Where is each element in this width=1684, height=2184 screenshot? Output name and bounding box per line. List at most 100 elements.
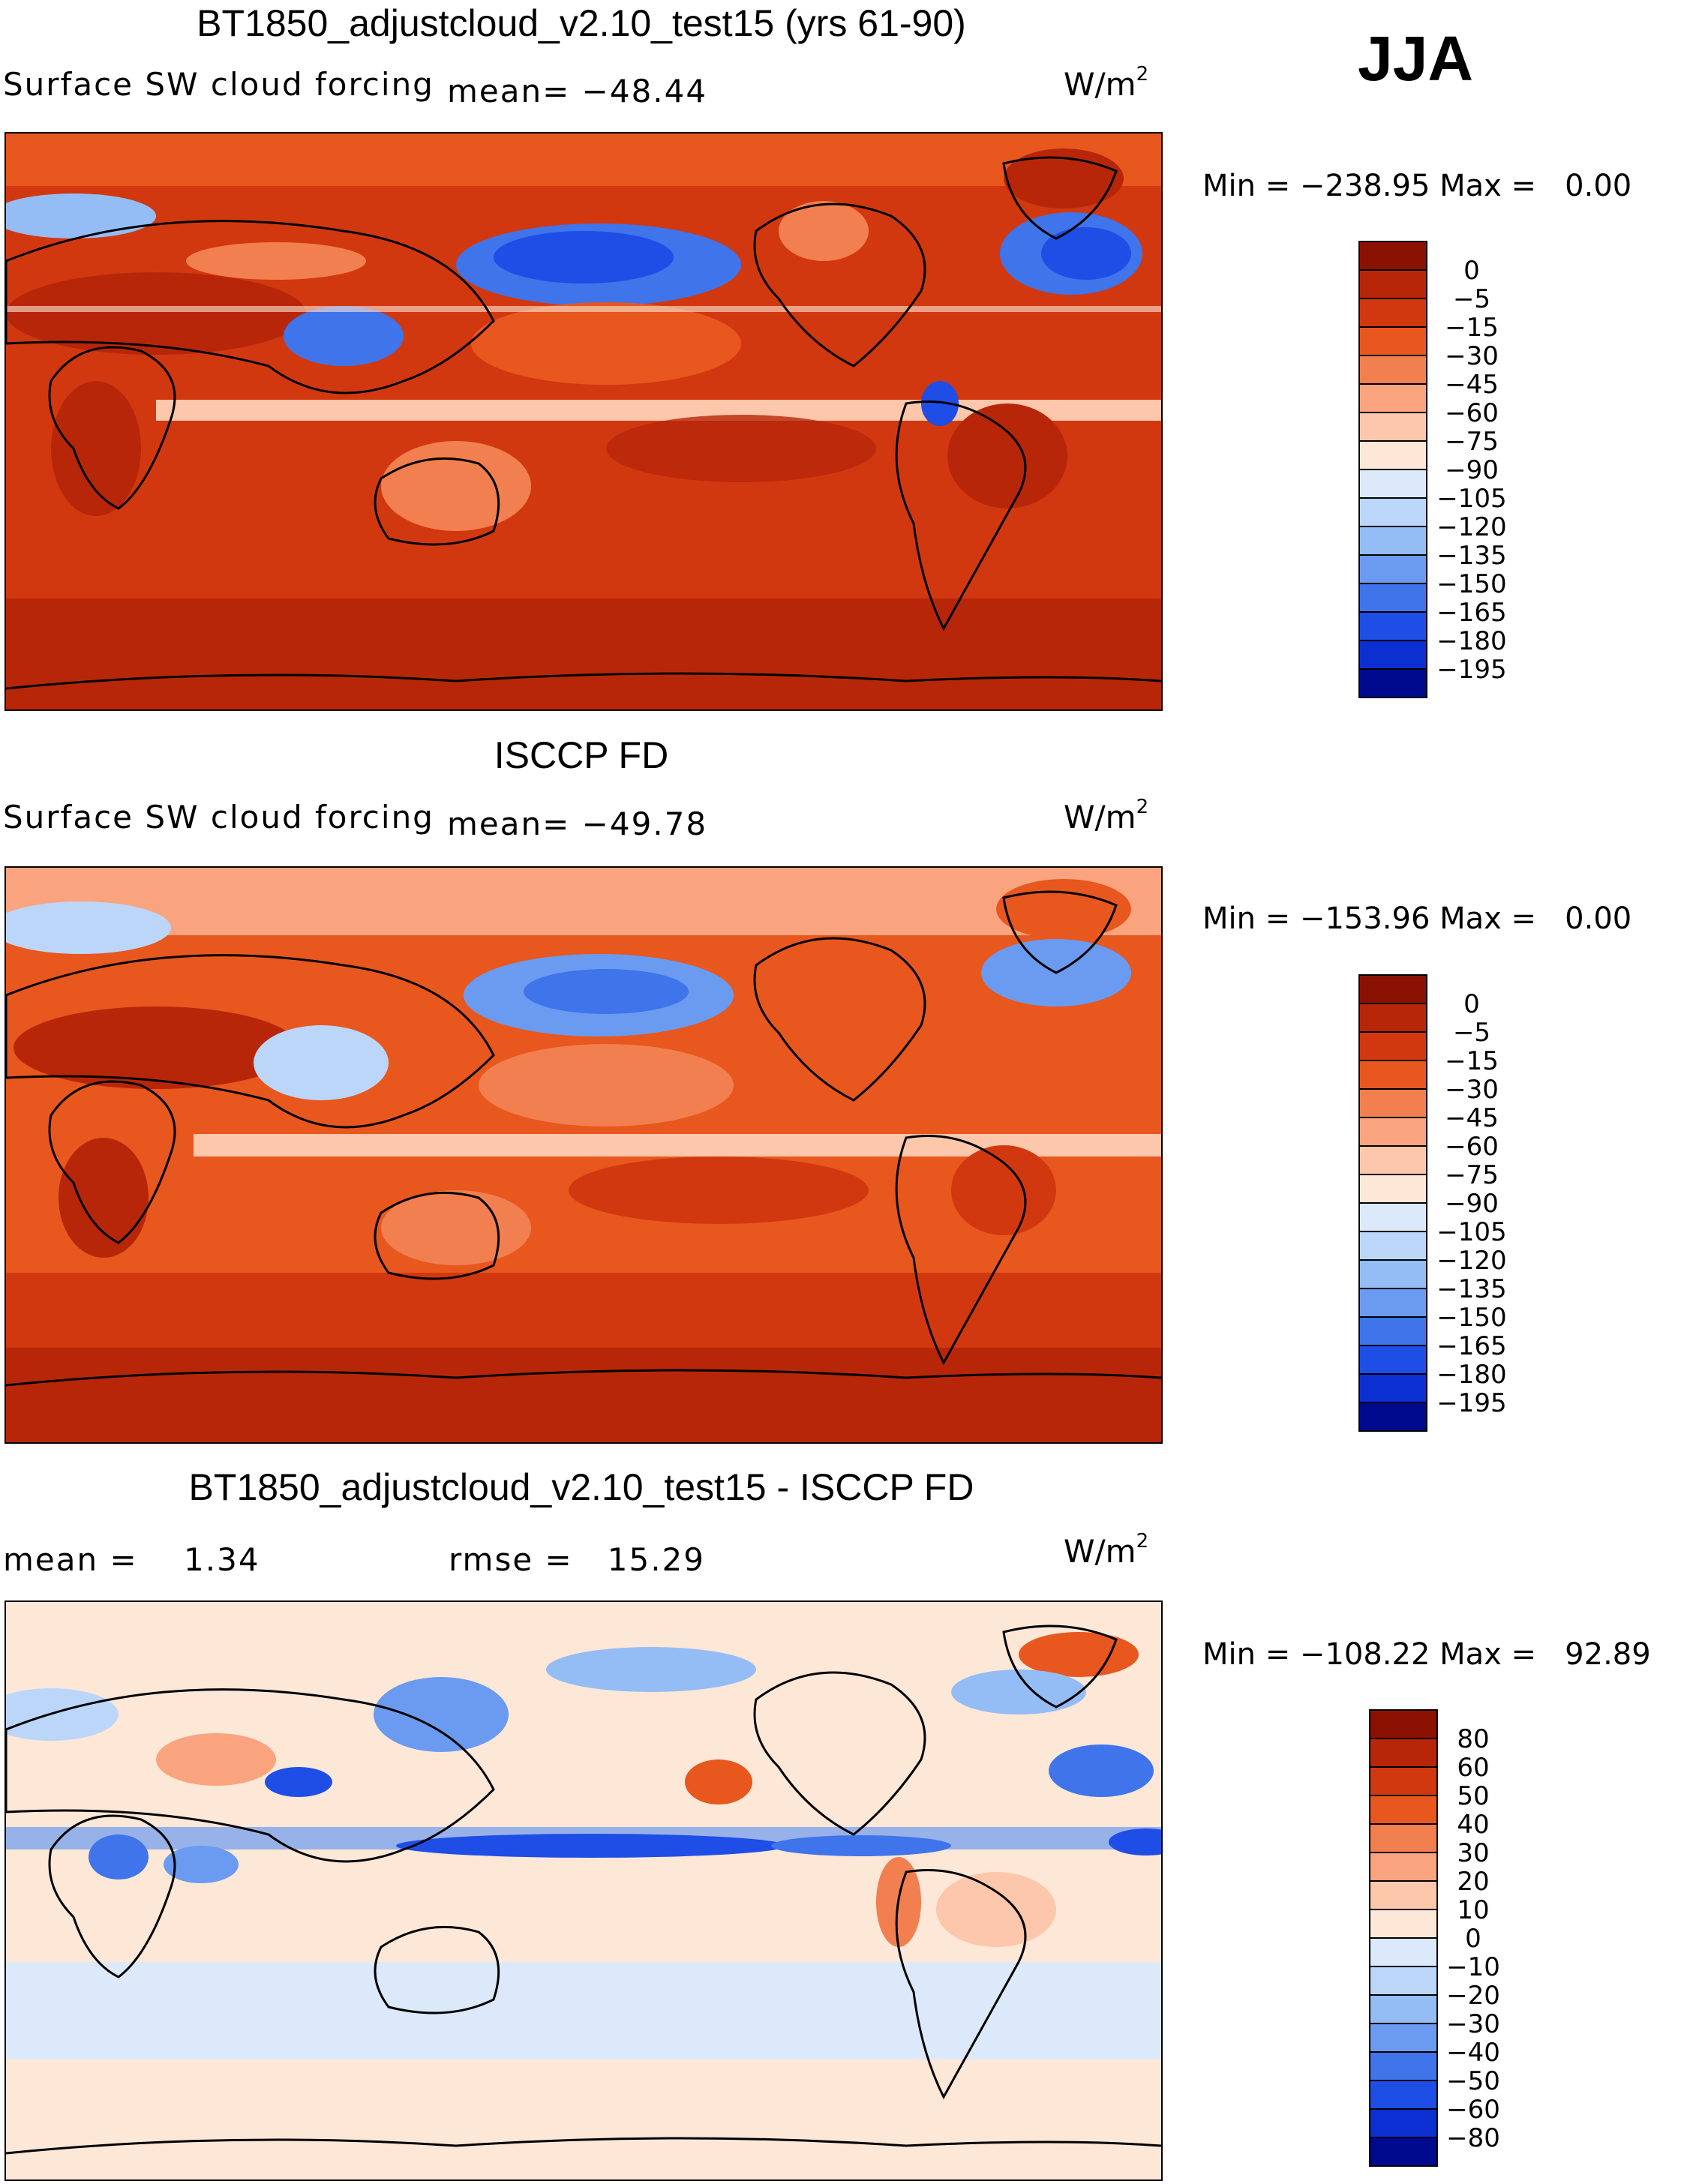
colorbar-tick-label: 40: [1457, 1810, 1489, 1840]
colorbar-tick-label: 10: [1457, 1895, 1489, 1925]
colorbar-tick-label: −150: [1436, 1303, 1506, 1333]
mean-label-obs: mean= −49.78: [447, 806, 708, 842]
colorbar-box: [1358, 1316, 1427, 1346]
panel-title-model: BT1850_adjustcloud_v2.10_test15 (yrs 61-…: [197, 2, 966, 44]
colorbar-box: [1369, 1880, 1438, 1910]
min-max-model: Min = −238.95 Max = 0.00: [1202, 169, 1632, 203]
colorbar-tick-label: −10: [1446, 1952, 1500, 1982]
min-max-diff: Min = −108.22 Max = 92.89: [1202, 1637, 1651, 1672]
colorbar-tick-label: −5: [1453, 284, 1490, 314]
colorbar-model: 0 −5 −15 −30 −45 −60 −75 −90 −105 −120 −135 −150 −16…: [1358, 241, 1554, 699]
colorbar-box: [1358, 1231, 1427, 1261]
colorbar-tick-label: −45: [1445, 1103, 1499, 1133]
colorbar-box: [1358, 1174, 1427, 1204]
colorbar-box: [1369, 1909, 1438, 1939]
colorbar-box: [1358, 269, 1427, 299]
colorbar-box: [1358, 355, 1427, 385]
colorbar-tick-label: −135: [1436, 1274, 1506, 1304]
colorbar-tick-label: 0: [1463, 256, 1480, 286]
colorbar-tick-label: −135: [1436, 541, 1506, 571]
colorbar-box: [1369, 2023, 1438, 2053]
variable-label-model: Surface SW cloud forcing: [3, 66, 434, 103]
world-map-sw-cloud-forcing-difference: [6, 1602, 1161, 2180]
colorbar-box: [1369, 1966, 1438, 1996]
colorbar-tick-label: −195: [1436, 655, 1506, 685]
colorbar-tick-label: 20: [1457, 1867, 1489, 1897]
colorbar-tick-label: 60: [1457, 1753, 1489, 1783]
colorbar-tick-label: −195: [1436, 1388, 1506, 1418]
rmse-label-diff: rmse = 15.29: [449, 1541, 705, 1578]
colorbar-box: [1369, 1766, 1438, 1796]
colorbar-box: [1358, 298, 1427, 328]
colorbar-box: [1358, 1345, 1427, 1375]
colorbar-tick-label: −60: [1446, 2095, 1500, 2125]
colorbar-box: [1358, 469, 1427, 499]
variable-label-obs: Surface SW cloud forcing: [3, 799, 434, 836]
world-map-sw-cloud-forcing-model: [6, 134, 1161, 710]
colorbar-box: [1358, 1060, 1427, 1090]
colorbar-tick-label: −105: [1436, 1217, 1506, 1247]
colorbar-box: [1358, 1003, 1427, 1033]
colorbar-box: [1358, 412, 1427, 442]
colorbar-tick-label: 30: [1457, 1838, 1489, 1868]
colorbar-tick-label: −60: [1445, 398, 1499, 428]
colorbar-box: [1369, 2080, 1438, 2110]
colorbar-tick-label: −40: [1446, 2038, 1500, 2068]
colorbar-model-svg: 0−5−15−30−45−60−75−90−105−120−135−150−16…: [1358, 241, 1507, 698]
colorbar-tick-label: −165: [1436, 598, 1506, 628]
colorbar-box: [1358, 326, 1427, 356]
colorbar-box: [1358, 668, 1427, 698]
colorbar-box: [1358, 1117, 1427, 1147]
units-label-model: W/m2: [1064, 63, 1149, 103]
map-diff: [5, 1600, 1163, 2181]
colorbar-tick-label: −30: [1446, 2009, 1500, 2039]
colorbar-box: [1358, 497, 1427, 527]
colorbar-box: [1358, 611, 1427, 641]
colorbar-tick-label: −45: [1445, 370, 1499, 400]
colorbar-tick-label: −60: [1445, 1132, 1499, 1162]
colorbar-box: [1369, 1823, 1438, 1853]
colorbar-box: [1358, 526, 1427, 556]
colorbar-tick-label: −120: [1436, 512, 1506, 542]
colorbar-tick-label: 80: [1457, 1724, 1489, 1754]
colorbar-obs: 0 −5 −15 −30 −45 −60 −75 −90 −105 −120 −135 −150 −16…: [1358, 974, 1554, 1432]
colorbar-box: [1358, 1402, 1427, 1432]
colorbar-tick-label: −90: [1445, 455, 1499, 485]
colorbar-tick-label: 50: [1457, 1781, 1489, 1811]
mean-label-model: mean= −48.44: [447, 73, 708, 110]
colorbar-tick-label: −80: [1446, 2123, 1500, 2153]
colorbar-box: [1358, 974, 1427, 1004]
colorbar-box: [1369, 1994, 1438, 2024]
mean-label-diff: mean = 1.34: [3, 1541, 260, 1578]
world-map-sw-cloud-forcing-isccp: [6, 868, 1161, 1442]
colorbar-tick-label: −20: [1446, 1981, 1500, 2011]
colorbar-tick-label: −90: [1445, 1189, 1499, 1219]
colorbar-tick-label: −180: [1436, 626, 1506, 656]
colorbar-box: [1369, 1852, 1438, 1882]
colorbar-tick-label: −5: [1453, 1018, 1490, 1048]
colorbar-box: [1369, 1937, 1438, 1967]
colorbar-tick-label: −120: [1436, 1246, 1506, 1276]
map-obs: [5, 866, 1163, 1444]
colorbar-tick-label: −105: [1436, 484, 1506, 514]
colorbar-diff: 80 60 50 40 30 20 10 0 −10 −20 −30 −40 −50 −60 −80: [1369, 1709, 1565, 2175]
colorbar-tick-label: 0: [1463, 989, 1480, 1019]
colorbar-tick-label: −165: [1436, 1331, 1506, 1361]
colorbar-box: [1369, 2051, 1438, 2081]
colorbar-tick-label: −50: [1446, 2066, 1500, 2096]
colorbar-box: [1358, 1145, 1427, 1175]
colorbar-box: [1358, 440, 1427, 470]
colorbar-tick-label: −180: [1436, 1360, 1506, 1390]
panel-title-obs: ISCCP FD: [494, 734, 669, 776]
colorbar-tick-label: −75: [1445, 427, 1499, 457]
colorbar-tick-label: −150: [1436, 569, 1506, 599]
colorbar-box: [1358, 1373, 1427, 1403]
colorbar-box: [1369, 1795, 1438, 1825]
colorbar-box: [1369, 1709, 1438, 1739]
colorbar-box: [1358, 1031, 1427, 1061]
colorbar-box: [1358, 1288, 1427, 1318]
min-max-obs: Min = −153.96 Max = 0.00: [1202, 902, 1632, 936]
colorbar-tick-label: −15: [1445, 1046, 1499, 1076]
units-label-diff: W/m2: [1064, 1530, 1149, 1570]
